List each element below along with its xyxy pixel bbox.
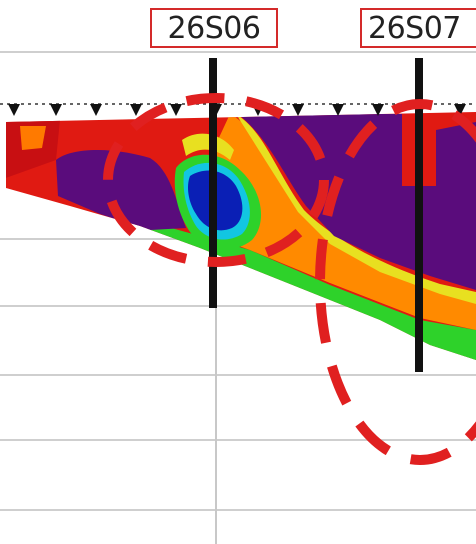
station-marker-icon <box>454 104 466 116</box>
station-marker-icon <box>170 104 182 116</box>
station-marker-icon <box>332 104 344 116</box>
orange-left-patch <box>20 126 46 150</box>
station-marker-icon <box>90 104 102 116</box>
highlight-ellipse-26s06 <box>103 93 329 267</box>
highlight-ellipse-26s07 <box>315 99 476 465</box>
borehole-label-26s06: 26S06 <box>150 8 278 48</box>
station-marker-icon <box>50 104 62 116</box>
station-marker-icon <box>292 104 304 116</box>
borehole-label-26s07: 26S07 <box>360 8 476 48</box>
purple-left-body <box>56 149 186 230</box>
grid-lines <box>0 51 476 511</box>
station-marker-icon <box>8 104 20 116</box>
yellow-anomaly-rim <box>182 133 234 160</box>
orange-band <box>190 114 476 330</box>
dark-red-zone <box>6 120 60 180</box>
station-marker-icon <box>372 104 384 116</box>
station-marker-icon <box>130 104 142 116</box>
